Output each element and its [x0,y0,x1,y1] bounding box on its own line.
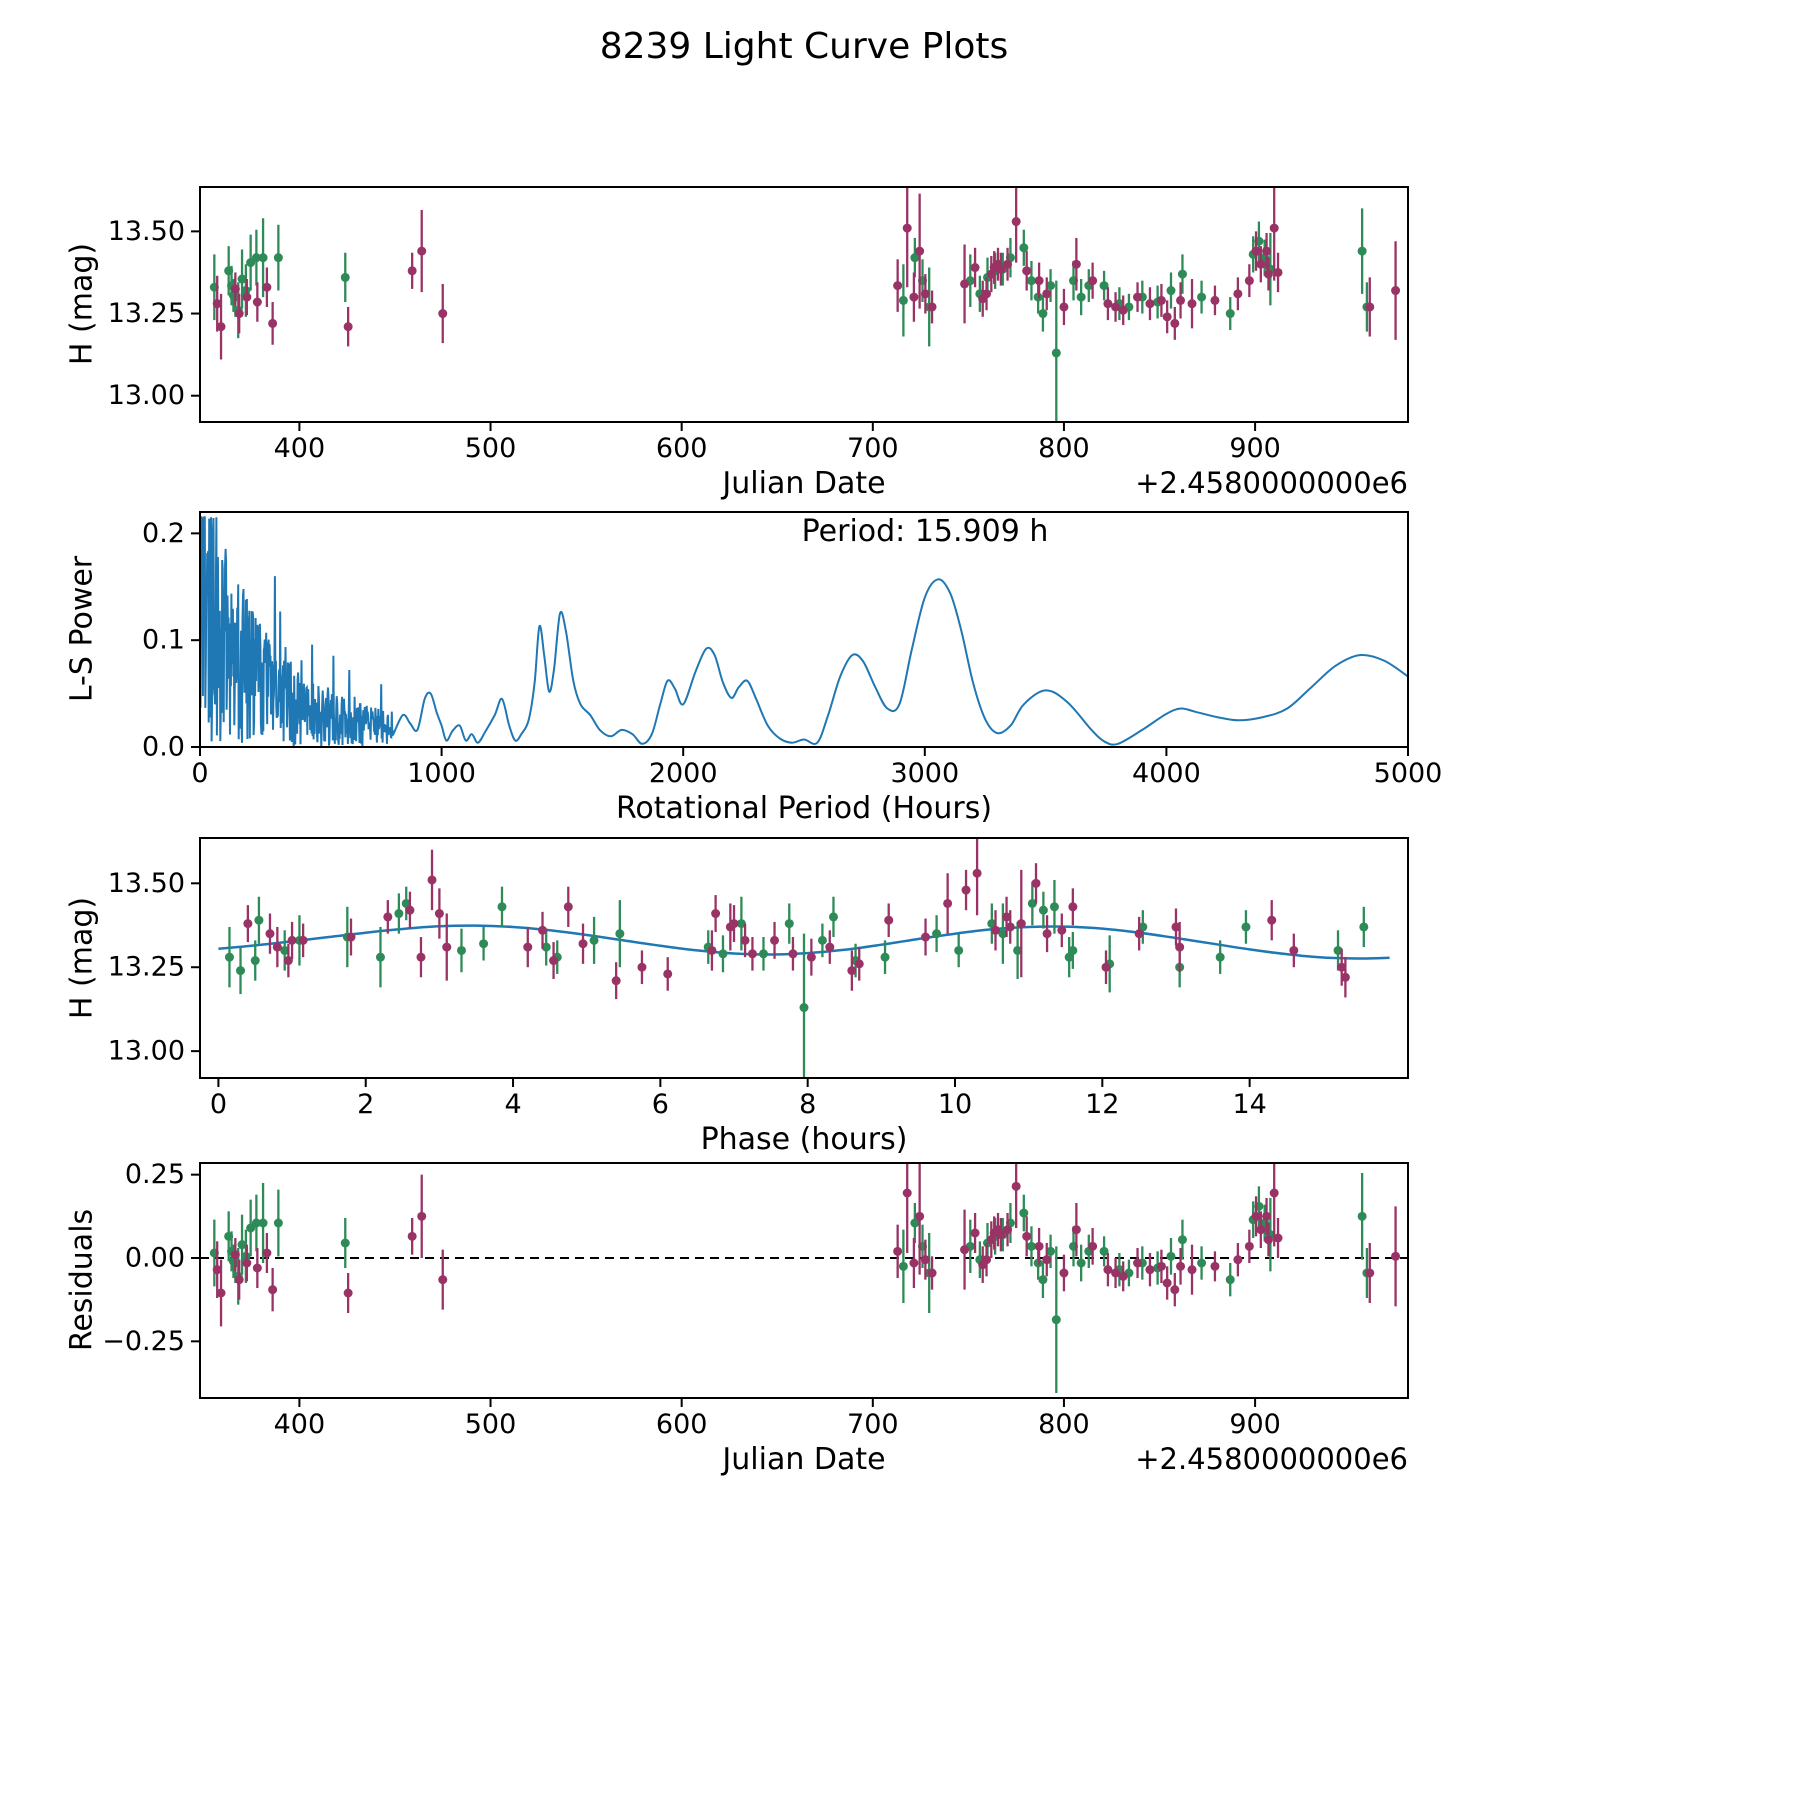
svg-text:600: 600 [656,1409,708,1440]
plot1-data [209,187,1401,422]
svg-text:14: 14 [1232,1089,1266,1120]
svg-text:0.00: 0.00 [125,1243,185,1274]
svg-text:0: 0 [191,758,208,789]
svg-text:600: 600 [656,433,708,464]
svg-text:−0.25: −0.25 [102,1326,185,1357]
svg-text:12: 12 [1085,1089,1119,1120]
svg-text:2000: 2000 [649,758,718,789]
plot2-ylabel: L-S Power [64,555,100,703]
svg-text:13.50: 13.50 [108,216,185,247]
plot1-ylabel: H (mag) [64,242,100,366]
svg-text:0.2: 0.2 [142,518,185,549]
svg-text:1000: 1000 [407,758,476,789]
svg-text:6: 6 [652,1089,669,1120]
plot4-xlabel: Julian Date [722,1442,886,1477]
svg-text:900: 900 [1229,1409,1281,1440]
plot1-axis-offset: +2.4580000000e6 [1135,466,1408,500]
svg-text:13.50: 13.50 [108,868,185,899]
plot2-xlabel: Rotational Period (Hours) [615,791,993,826]
plot2-axes: 0 1000 2000 3000 4000 5000 0.0 0.1 0.2 [142,511,1443,789]
svg-text:4: 4 [504,1089,521,1120]
plot3-xlabel: Phase (hours) [700,1122,908,1157]
svg-text:0.0: 0.0 [142,732,185,763]
plot3-ylabel: H (mag) [64,896,100,1020]
plot4-ylabel: Residuals [64,1208,100,1352]
plot4-axes: 400 500 600 700 800 900 −0.25 0.00 0.25 [102,1159,1409,1440]
svg-text:0.1: 0.1 [142,625,185,656]
svg-text:800: 800 [1038,433,1090,464]
svg-text:8: 8 [799,1089,816,1120]
phase-data [218,838,1390,1078]
plot1-axes: 400 500 600 700 800 900 13.00 13.25 13.50 [108,186,1409,464]
svg-text:13.00: 13.00 [108,1036,185,1067]
svg-text:13.25: 13.25 [108,952,185,983]
svg-text:10: 10 [938,1089,972,1120]
svg-text:500: 500 [465,1409,517,1440]
residuals-data [200,1163,1408,1393]
svg-text:400: 400 [274,1409,326,1440]
svg-text:700: 700 [847,1409,899,1440]
svg-text:4000: 4000 [1132,758,1201,789]
best-period-annotation: Period: 15.909 h [801,514,1049,549]
svg-text:5000: 5000 [1374,758,1443,789]
svg-text:900: 900 [1229,433,1281,464]
svg-text:13.00: 13.00 [108,380,185,411]
plot1-xlabel: Julian Date [722,466,886,501]
svg-text:0: 0 [210,1089,227,1120]
svg-text:500: 500 [465,433,517,464]
svg-text:2: 2 [357,1089,374,1120]
svg-text:700: 700 [847,433,899,464]
periodogram-line [200,516,1408,747]
plot3-axes: 0 2 4 6 8 10 12 14 13.00 13.25 13.50 [108,837,1409,1120]
svg-text:400: 400 [274,433,326,464]
svg-text:800: 800 [1038,1409,1090,1440]
periodogram-data [200,516,1408,747]
phase-fit-curve [218,924,1390,960]
svg-text:0.25: 0.25 [125,1159,185,1190]
plot4-axis-offset: +2.4580000000e6 [1135,1442,1408,1476]
svg-text:3000: 3000 [890,758,959,789]
svg-text:13.25: 13.25 [108,298,185,329]
figure-title: 8239 Light Curve Plots [599,26,1009,67]
